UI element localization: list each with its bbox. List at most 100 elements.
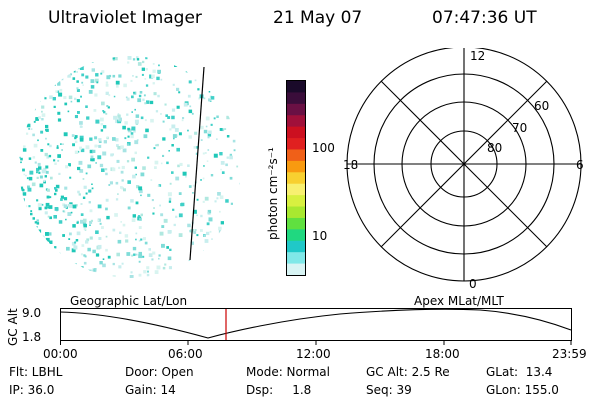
uv-speckle: [138, 260, 141, 263]
uv-speckle: [156, 265, 161, 270]
uv-speckle: [90, 79, 95, 83]
uv-speckle: [21, 115, 25, 118]
uv-speckle: [227, 221, 232, 225]
uv-speckle: [178, 132, 182, 136]
uv-speckle: [92, 249, 96, 254]
uv-speckle: [42, 56, 47, 60]
uv-speckle: [127, 206, 131, 210]
uv-speckle: [100, 72, 103, 75]
uv-speckle: [197, 265, 200, 268]
uv-speckle: [77, 166, 81, 171]
uv-speckle: [207, 136, 210, 139]
uv-speckle: [77, 111, 80, 114]
uv-speckle: [93, 269, 96, 272]
uv-speckle: [29, 102, 33, 106]
uv-speckle: [208, 98, 211, 102]
uv-speckle: [60, 198, 63, 201]
uv-speckle: [141, 73, 144, 76]
uv-speckle: [185, 69, 189, 73]
uv-speckle: [113, 115, 117, 120]
uv-speckle: [64, 102, 68, 106]
uv-speckle: [90, 269, 93, 272]
uv-speckle: [151, 199, 154, 202]
uv-speckle: [181, 119, 184, 122]
uv-speckle: [196, 259, 199, 262]
timeline-x-tick-1200: 12:00: [296, 347, 331, 361]
uv-speckle: [66, 65, 70, 69]
uv-speckle: [132, 246, 137, 251]
param-seq: Seq: 39: [366, 383, 412, 397]
uv-speckle: [90, 85, 95, 89]
uv-speckle: [174, 128, 179, 132]
uv-speckle: [19, 156, 21, 159]
uv-speckle: [40, 92, 45, 97]
uv-speckle: [235, 247, 239, 251]
uv-speckle: [229, 155, 233, 160]
uv-speckle: [205, 116, 210, 121]
uv-speckle: [52, 81, 56, 86]
uv-speckle: [106, 136, 109, 139]
uv-speckle: [208, 58, 213, 63]
uv-speckle: [93, 109, 97, 112]
uv-speckle: [146, 100, 150, 104]
uv-speckle: [200, 139, 203, 141]
uv-speckle: [63, 270, 67, 274]
uv-speckle: [22, 64, 26, 68]
uv-speckle: [131, 95, 134, 99]
uv-speckle: [83, 227, 87, 230]
uv-speckle: [72, 77, 76, 80]
uv-speckle: [83, 271, 87, 275]
uv-speckle: [41, 113, 46, 117]
time-label: 07:47:36 UT: [432, 8, 537, 28]
uv-speckle: [210, 96, 215, 100]
uv-speckle: [217, 192, 221, 196]
uv-speckle: [144, 241, 148, 245]
uv-speckle: [130, 134, 134, 139]
uv-speckle: [139, 91, 143, 94]
uv-speckle: [35, 230, 40, 235]
uv-speckle: [140, 238, 143, 241]
uv-speckle: [145, 56, 148, 60]
uv-speckle: [36, 226, 38, 228]
uv-speckle: [77, 190, 80, 194]
uv-speckle: [54, 207, 59, 211]
uv-speckle: [48, 232, 52, 236]
uv-speckle: [69, 176, 72, 179]
uv-speckle: [216, 115, 219, 118]
colorbar-segment: [287, 217, 305, 230]
uv-speckle: [32, 87, 36, 91]
uv-speckle: [83, 223, 87, 228]
uv-speckle: [74, 150, 79, 154]
uv-speckle: [30, 264, 32, 267]
uv-speckle: [105, 198, 109, 202]
uv-speckle: [89, 149, 94, 154]
uv-speckle: [89, 224, 91, 226]
uv-speckle: [36, 219, 39, 222]
uv-speckle: [62, 257, 66, 261]
uv-speckle: [68, 204, 73, 208]
uv-speckle: [87, 56, 92, 61]
uv-speckle: [65, 218, 67, 221]
uv-speckle: [56, 252, 61, 257]
uv-speckle: [78, 273, 82, 277]
uv-speckle: [50, 70, 53, 73]
uv-speckle: [19, 93, 22, 97]
uv-speckle: [112, 262, 115, 266]
uv-speckle: [131, 218, 136, 222]
uv-speckle: [112, 275, 116, 278]
uv-speckle: [187, 129, 189, 132]
uv-speckle: [27, 60, 30, 63]
uv-speckle: [65, 165, 69, 169]
uv-speckle: [56, 60, 61, 64]
uv-speckle: [115, 181, 119, 185]
uv-speckle: [79, 169, 84, 173]
uv-speckle: [187, 223, 191, 228]
uv-speckle: [55, 56, 58, 59]
uv-speckle: [109, 181, 113, 185]
uv-speckle: [123, 83, 127, 88]
uv-speckle: [112, 58, 115, 61]
uv-speckle: [138, 226, 142, 229]
uv-speckle: [235, 128, 239, 132]
uv-speckle: [140, 194, 142, 197]
uv-speckle: [30, 258, 32, 261]
